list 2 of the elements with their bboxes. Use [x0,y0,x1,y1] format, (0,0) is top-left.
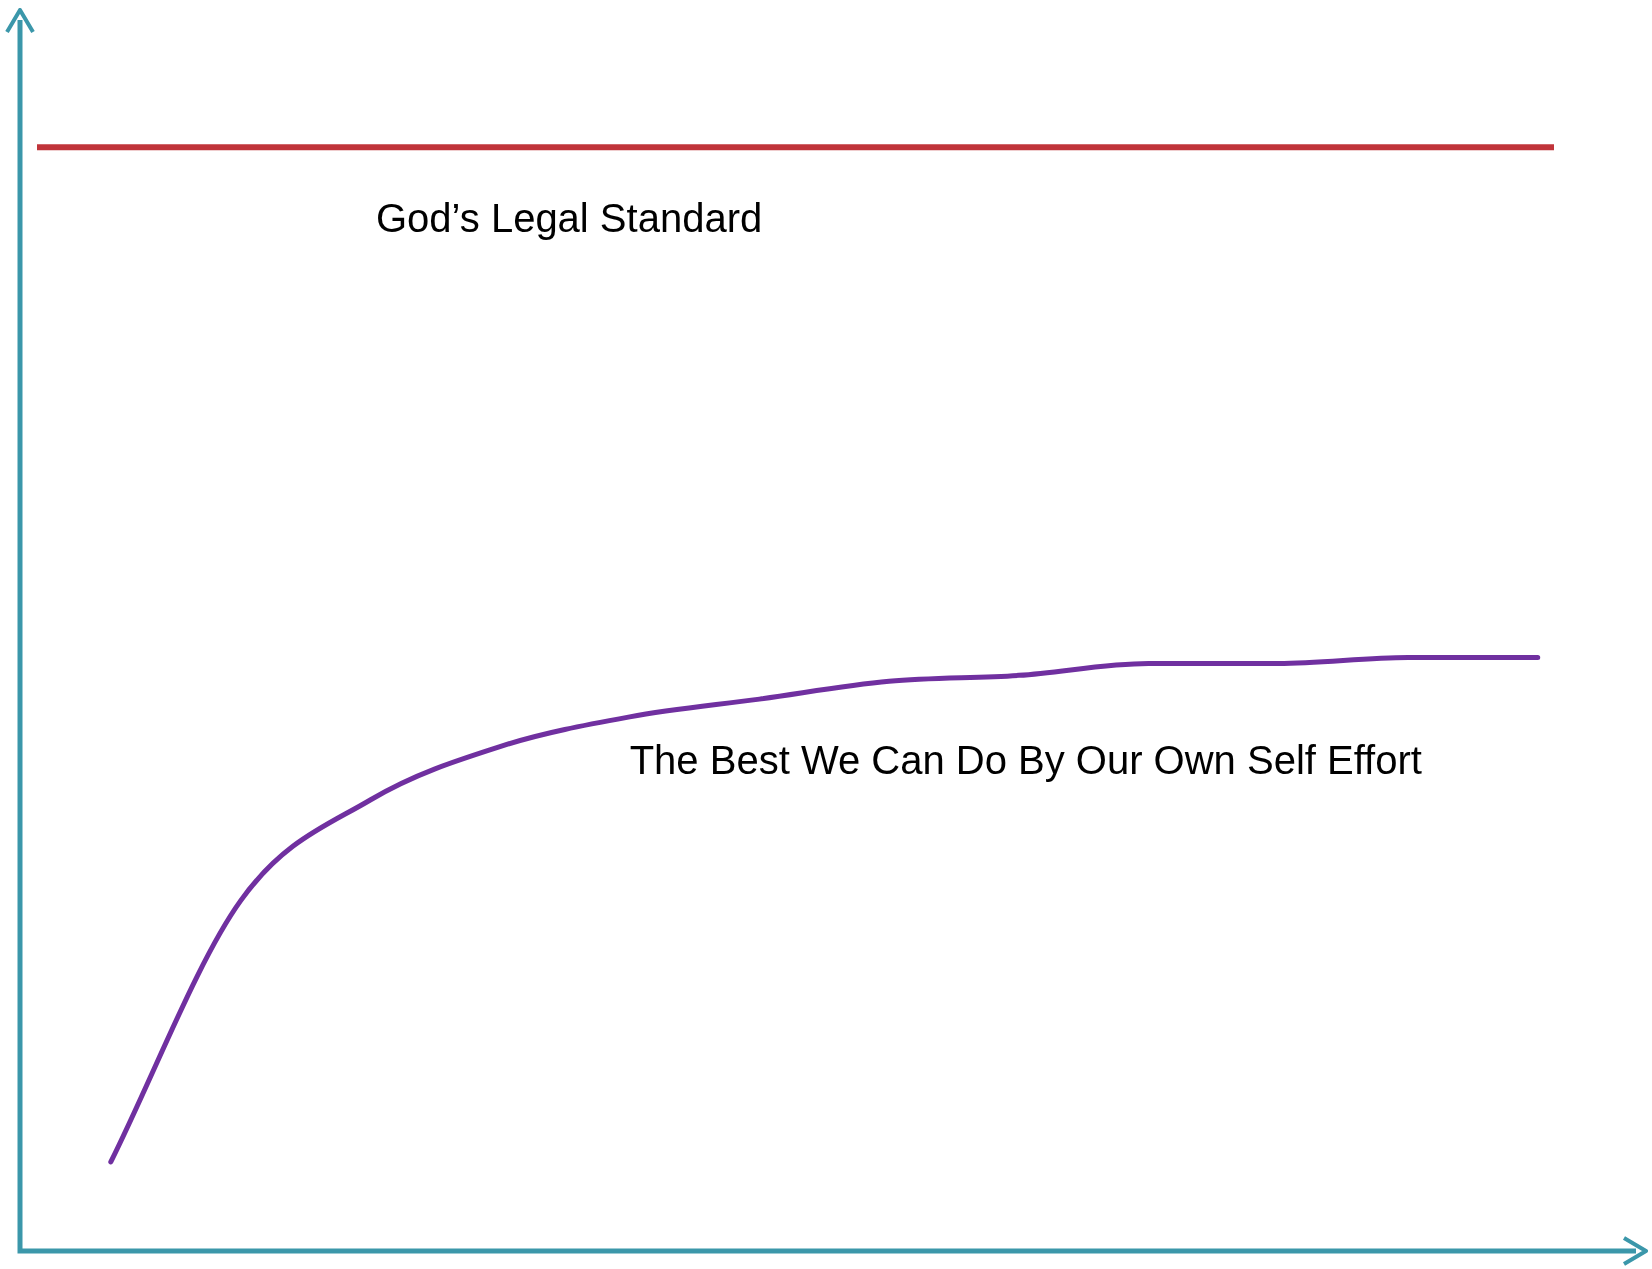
ref-line-label: God’s Legal Standard [376,196,763,241]
series-label: The Best We Can Do By Our Own Self Effort [629,737,1422,782]
